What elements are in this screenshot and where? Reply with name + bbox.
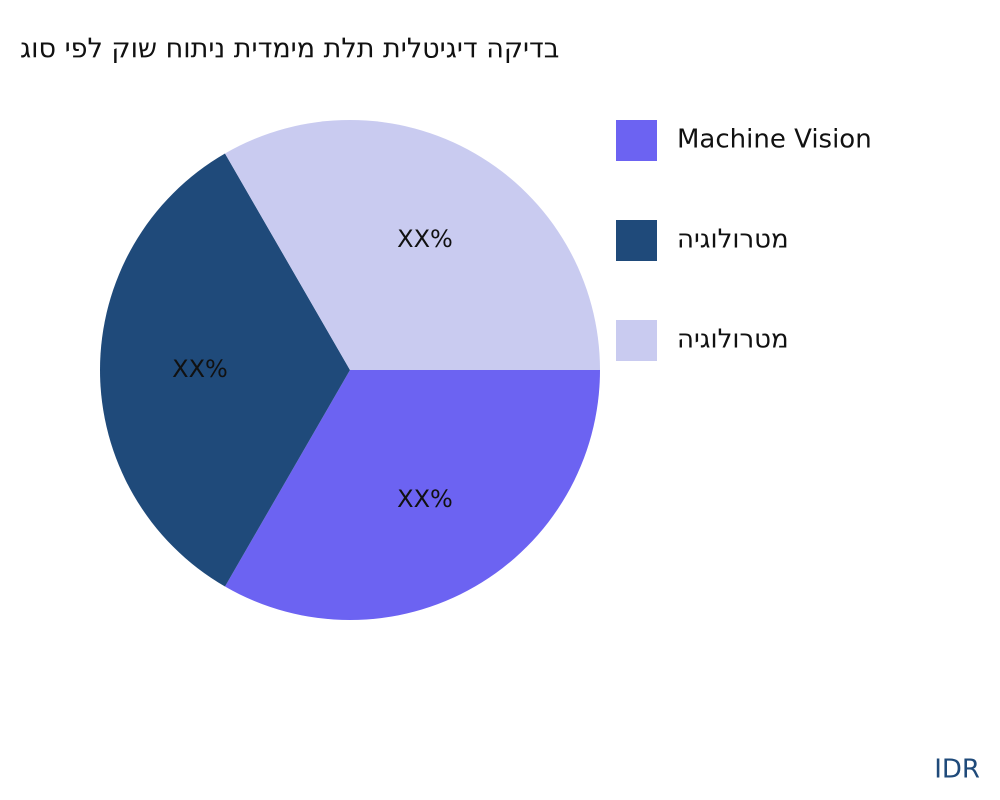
data-label: XX% <box>172 355 228 383</box>
legend-swatch <box>616 220 657 261</box>
legend-label: Machine Vision <box>677 125 872 155</box>
pie-slice <box>225 370 600 620</box>
legend-swatch <box>616 120 657 161</box>
pie-slice <box>225 119 600 370</box>
data-label: XX% <box>397 485 453 513</box>
legend-swatch <box>616 320 657 361</box>
legend-label: היגולורטמ <box>677 325 789 355</box>
data-label: XX% <box>397 225 453 253</box>
legend-label: היגולורטמ <box>677 225 789 255</box>
watermark: IDR <box>934 755 980 785</box>
chart-title: גוס יפל קוש חותינ תידמימ תלת תילטיגיד הק… <box>20 34 559 65</box>
